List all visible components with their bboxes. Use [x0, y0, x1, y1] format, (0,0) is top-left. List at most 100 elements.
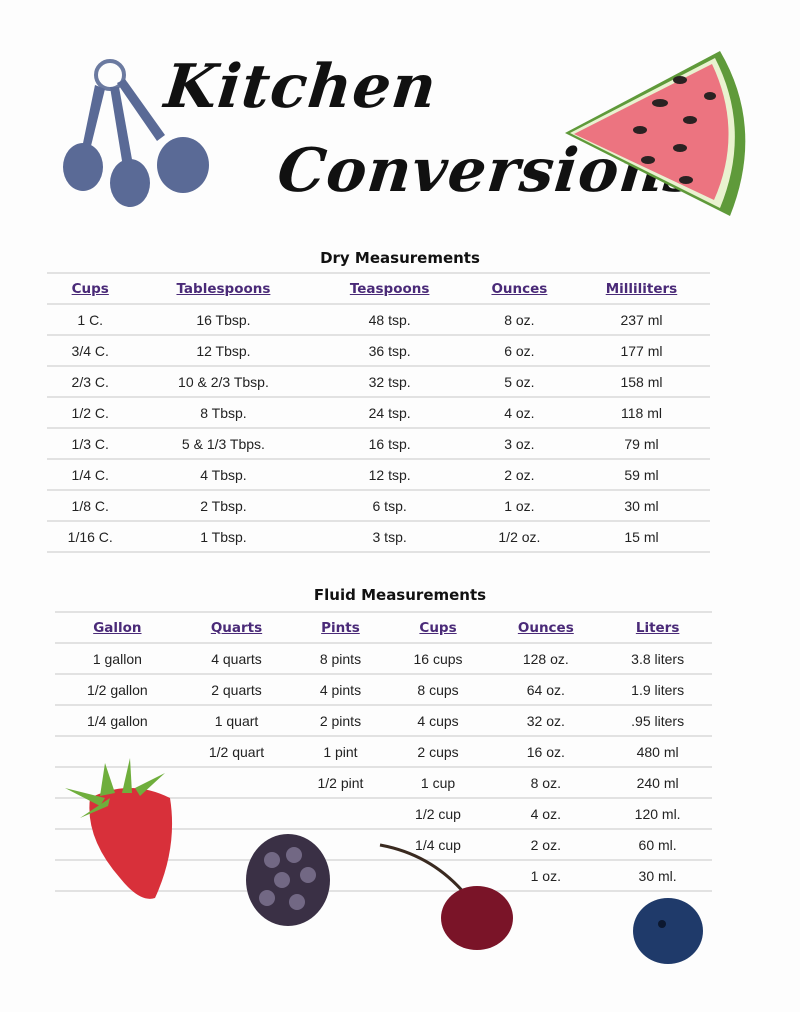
table-cell: 128 oz. [488, 643, 604, 675]
column-header: Quarts [179, 611, 294, 644]
table-cell: 4 oz. [465, 397, 573, 429]
dry-measurements-title: Dry Measurements [320, 249, 480, 267]
table-cell: 4 cups [387, 705, 489, 737]
table-cell: 5 oz. [465, 366, 573, 398]
table-row: 1/2 C. 8 Tbsp. 24 tsp. 4 oz. 118 ml [47, 397, 710, 429]
table-cell: 2 quarts [179, 674, 294, 706]
table-cell: 1/2 cup [387, 798, 489, 830]
table-cell: 16 tsp. [313, 428, 466, 460]
table-cell: 10 & 2/3 Tbsp. [133, 366, 314, 398]
column-header: Teaspoons [313, 272, 466, 305]
table-cell: 120 ml. [603, 798, 712, 830]
table-cell: 8 Tbsp. [133, 397, 314, 429]
table-cell: 6 oz. [465, 335, 573, 367]
column-header: Ounces [465, 272, 573, 305]
table-cell: 237 ml [572, 304, 710, 336]
table-cell: 1 Tbsp. [133, 521, 314, 553]
table-cell: 8 oz. [488, 767, 604, 799]
column-header: Milliliters [572, 272, 710, 305]
table-cell: 1 pint [293, 736, 388, 768]
measuring-spoons-icon [63, 59, 209, 207]
table-cell: 4 quarts [179, 643, 294, 675]
table-cell: 4 Tbsp. [133, 459, 314, 491]
table-cell: 118 ml [572, 397, 710, 429]
table-cell: 1/16 C. [47, 521, 134, 553]
table-row: 1/2 gallon 2 quarts 4 pints 8 cups 64 oz. 1.9… [55, 674, 712, 706]
blueberry-icon [633, 898, 703, 964]
table-cell: 1/3 C. [47, 428, 134, 460]
table-cell [179, 767, 294, 799]
table-cell: 8 pints [293, 643, 388, 675]
table-row: 1/4 gallon 1 quart 2 pints 4 cups 32 oz. .95 … [55, 705, 712, 737]
table-cell: 1/4 cup [387, 829, 489, 861]
column-header: Cups [387, 611, 489, 644]
table-cell: 158 ml [572, 366, 710, 398]
table-cell: 8 cups [387, 674, 489, 706]
table-cell: 2 cups [387, 736, 489, 768]
table-cell: 1/4 C. [47, 459, 134, 491]
table-cell: 16 oz. [488, 736, 604, 768]
table-cell: 32 oz. [488, 705, 604, 737]
table-cell: 2 oz. [488, 829, 604, 861]
table-cell: 12 tsp. [313, 459, 466, 491]
table-row: 1/4 C. 4 Tbsp. 12 tsp. 2 oz. 59 ml [47, 459, 710, 491]
table-cell: 15 ml [572, 521, 710, 553]
table-row: 3/4 C. 12 Tbsp. 36 tsp. 6 oz. 177 ml [47, 335, 710, 367]
column-header: Liters [603, 611, 712, 644]
column-header: Cups [47, 272, 134, 305]
table-cell: 2 pints [293, 705, 388, 737]
table-cell: 1/8 C. [47, 490, 134, 522]
table-cell: 1/2 C. [47, 397, 134, 429]
fluid-measurements-title: Fluid Measurements [313, 586, 487, 604]
table-cell: 1 gallon [55, 643, 180, 675]
table-cell: 1/2 oz. [465, 521, 573, 553]
table-cell: 1 cup [387, 767, 489, 799]
strawberry-icon [65, 758, 173, 899]
table-cell: .95 liters [603, 705, 712, 737]
table-cell: 60 ml. [603, 829, 712, 861]
table-cell: 59 ml [572, 459, 710, 491]
column-header: Gallon [55, 611, 180, 644]
column-header: Pints [293, 611, 388, 644]
table-cell: 1 C. [47, 304, 134, 336]
table-cell: 3 oz. [465, 428, 573, 460]
table-cell: 177 ml [572, 335, 710, 367]
table-cell: 2 oz. [465, 459, 573, 491]
table-cell: 16 Tbsp. [133, 304, 314, 336]
table-cell: 30 ml [572, 490, 710, 522]
table-row: 1/2 quart 1 pint 2 cups 16 oz. 480 ml [55, 736, 712, 768]
table-cell: 3.8 liters [603, 643, 712, 675]
table-cell: 3/4 C. [47, 335, 134, 367]
cherry-icon [379, 843, 513, 950]
table-cell: 2/3 C. [47, 366, 134, 398]
table-cell: 24 tsp. [313, 397, 466, 429]
table-header-row: Cups Tablespoons Teaspoons Ounces Millil… [47, 272, 710, 305]
table-cell: 1/4 gallon [55, 705, 180, 737]
table-row: 2/3 C. 10 & 2/3 Tbsp. 32 tsp. 5 oz. 158 ml [47, 366, 710, 398]
watermelon-icon [565, 51, 746, 216]
table-cell: 1 quart [179, 705, 294, 737]
blackberry-icon [246, 834, 330, 926]
table-cell: 480 ml [603, 736, 712, 768]
table-row: 1/2 pint 1 cup 8 oz. 240 ml [55, 767, 712, 799]
table-cell: 5 & 1/3 Tbps. [133, 428, 314, 460]
table-cell: 4 oz. [488, 798, 604, 830]
table-cell [179, 798, 294, 830]
column-header: Ounces [488, 611, 604, 644]
table-cell: 1/2 quart [179, 736, 294, 768]
table-cell: 3 tsp. [313, 521, 466, 553]
dry-measurements-table: Cups Tablespoons Teaspoons Ounces Millil… [47, 272, 710, 553]
table-cell: 30 ml. [603, 860, 712, 892]
table-cell: 4 pints [293, 674, 388, 706]
column-header: Tablespoons [133, 272, 314, 305]
table-row: 1/3 C. 5 & 1/3 Tbps. 16 tsp. 3 oz. 79 ml [47, 428, 710, 460]
table-cell [55, 736, 180, 768]
table-cell: 240 ml [603, 767, 712, 799]
table-row: 1/8 C. 2 Tbsp. 6 tsp. 1 oz. 30 ml [47, 490, 710, 522]
table-row: 1/16 C. 1 Tbsp. 3 tsp. 1/2 oz. 15 ml [47, 521, 710, 553]
table-cell: 2 Tbsp. [133, 490, 314, 522]
table-cell [293, 798, 388, 830]
table-cell: 1/2 gallon [55, 674, 180, 706]
table-cell: 8 oz. [465, 304, 573, 336]
table-cell: 48 tsp. [313, 304, 466, 336]
